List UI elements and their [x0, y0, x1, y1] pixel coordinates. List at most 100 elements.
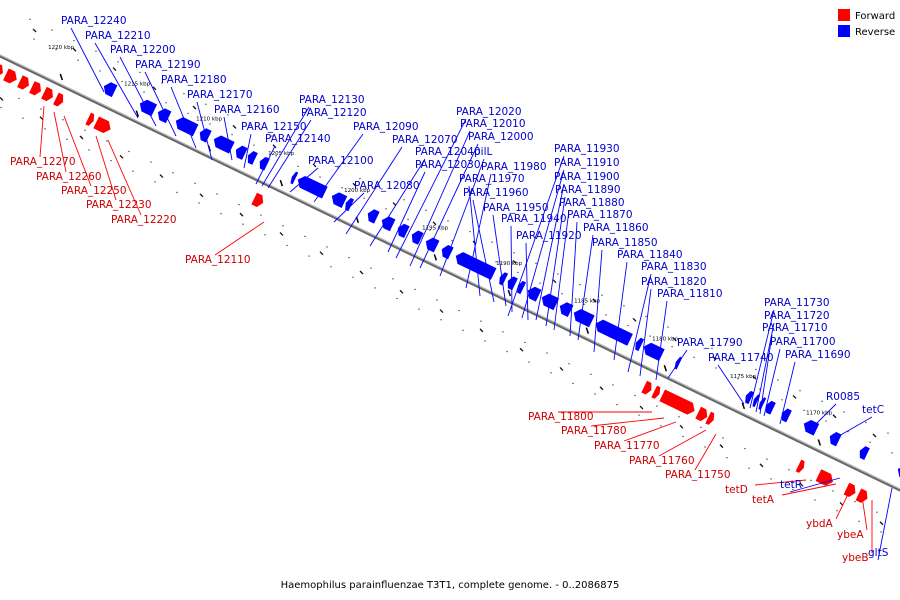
- track-dot: [161, 82, 163, 84]
- track-dot: [539, 282, 541, 284]
- track-dot: [55, 49, 57, 51]
- track-tick: [192, 105, 197, 110]
- track-dot: [887, 432, 889, 434]
- track-tick: [79, 135, 84, 140]
- track-dot: [286, 244, 288, 247]
- track-dot: [315, 156, 317, 158]
- track-tick: [592, 298, 597, 303]
- reverse-gene-label: PARA_12170: [187, 89, 253, 101]
- track-tick: [479, 328, 484, 333]
- forward-gene-arrow: [17, 75, 29, 90]
- track-dot: [726, 457, 728, 459]
- track-dot: [766, 458, 768, 460]
- reverse-gene-label: PARA_12070: [392, 134, 458, 146]
- forward-gene-label: PARA_11800: [528, 411, 594, 423]
- reverse-gene-label: PARA_12130: [299, 94, 365, 106]
- track-dot: [579, 284, 581, 286]
- track-dot: [524, 341, 526, 344]
- track-dot: [392, 278, 394, 280]
- track-dot: [282, 225, 284, 227]
- track-dot: [667, 326, 669, 328]
- reverse-gene-arrow: [367, 209, 380, 224]
- track-tick: [439, 309, 444, 314]
- label-leaders: [39, 27, 893, 561]
- track-dot: [425, 209, 427, 211]
- track-dot: [352, 276, 354, 278]
- leader-line: [94, 42, 139, 119]
- leader-line: [492, 214, 507, 307]
- track-dot: [682, 435, 684, 438]
- track-dot: [671, 346, 673, 348]
- leader-line: [831, 416, 873, 441]
- reverse-gene-label: PARA_11970: [459, 173, 525, 185]
- reverse-gene-label: PARA_11720: [764, 310, 830, 322]
- reverse-gene-label: PARA_12180: [161, 74, 227, 86]
- genome-caption: Haemophilus parainfluenzae T3T1, complet…: [281, 580, 620, 591]
- forward-gene-arrow: [705, 411, 715, 425]
- track-tick: [159, 174, 164, 179]
- reverse-gene-label: R0085: [826, 391, 860, 403]
- leader-line: [623, 421, 677, 442]
- track-tick: [319, 251, 324, 256]
- track-dot: [18, 97, 20, 100]
- track-tick: [352, 182, 357, 187]
- track-dot: [748, 467, 750, 469]
- track-dot: [297, 165, 299, 168]
- genome-backbone: [0, 54, 900, 492]
- track-dot: [132, 170, 134, 172]
- track-dot: [623, 305, 625, 307]
- leader-line: [525, 242, 529, 321]
- track-dot: [238, 203, 240, 206]
- leader-line: [835, 489, 851, 520]
- forward-gene-arrow: [29, 81, 41, 96]
- forward-gene-label: tetA: [752, 494, 775, 506]
- reverse-gene-label: PARA_11690: [785, 349, 851, 361]
- leader-line: [107, 139, 142, 216]
- track-dot: [205, 103, 207, 105]
- reverse-gene-arrow: [507, 276, 518, 291]
- leader-line: [243, 133, 252, 169]
- track-dot: [458, 310, 460, 312]
- track-dot: [220, 213, 222, 215]
- forward-gene-label: PARA_11780: [561, 425, 627, 437]
- forward-gene-label: PARA_12110: [185, 254, 251, 266]
- forward-gene-label: PARA_12250: [61, 185, 127, 197]
- track-tick: [679, 424, 684, 429]
- reverse-gene-arrow: [559, 302, 574, 318]
- track-dot: [568, 363, 570, 365]
- track-dot: [601, 294, 603, 296]
- track-tick: [712, 356, 717, 361]
- leader-line: [223, 116, 233, 161]
- track-dot: [451, 240, 453, 242]
- track-dot: [319, 176, 321, 178]
- track-dot: [73, 40, 75, 42]
- track-dot: [341, 187, 343, 189]
- track-dot: [359, 177, 361, 180]
- track-dot: [330, 266, 332, 268]
- leader-line: [507, 155, 565, 317]
- track-dot: [95, 50, 97, 52]
- leader-line: [569, 221, 578, 337]
- reverse-gene-label: PARA_12020: [456, 106, 522, 118]
- scale-tick: [817, 439, 822, 446]
- track-dot: [326, 246, 328, 248]
- forward-gene-arrow: [93, 116, 111, 133]
- track-dot: [781, 399, 783, 401]
- leader-line: [472, 199, 495, 303]
- track-dot: [143, 91, 145, 93]
- track-dot: [308, 255, 310, 257]
- reverse-gene-arrow: [455, 252, 497, 280]
- track-dot: [836, 510, 838, 512]
- leader-line: [754, 479, 807, 486]
- reverse-gene-arrow: [411, 230, 424, 245]
- leader-line: [289, 167, 319, 193]
- track-dot: [583, 303, 585, 305]
- reverse-gene-arrow: [745, 390, 755, 405]
- reverse-gene-arrow: [541, 293, 560, 311]
- scale-tick: [663, 365, 668, 372]
- leader-line: [521, 169, 565, 319]
- legend-reverse-swatch: [838, 25, 850, 37]
- track-tick: [599, 386, 604, 391]
- reverse-gene-label: PARA_11740: [708, 352, 774, 364]
- track-dot: [638, 414, 640, 416]
